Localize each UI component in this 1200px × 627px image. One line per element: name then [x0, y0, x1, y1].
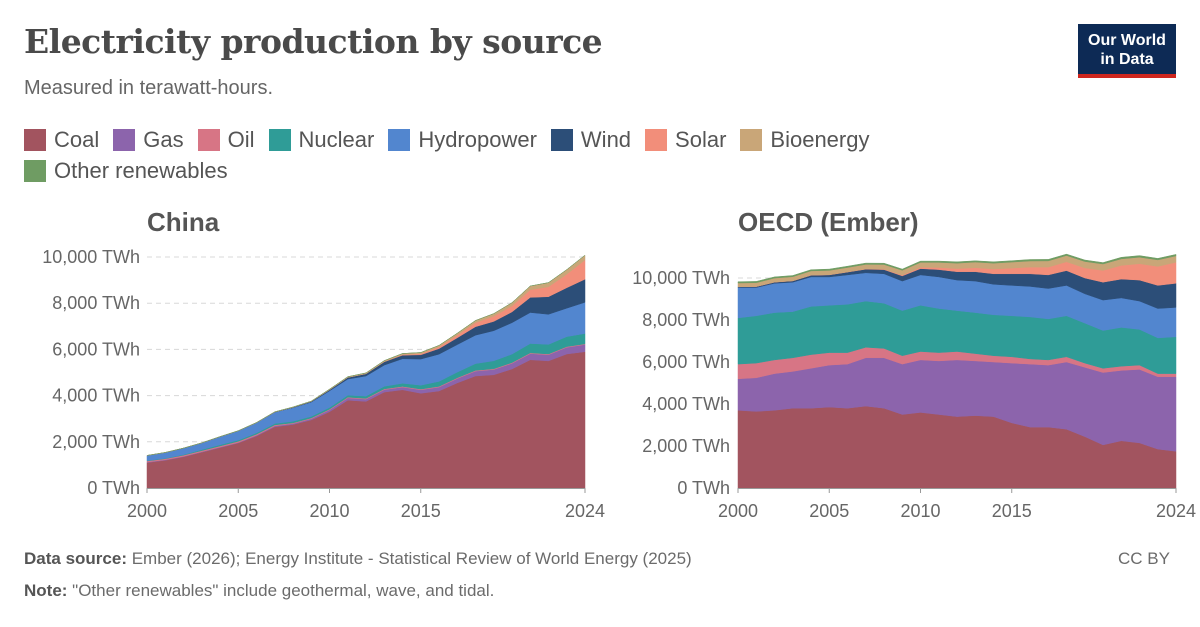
x-tick-label: 2024 — [1156, 501, 1196, 521]
legend-label: Hydropower — [418, 127, 537, 152]
owid-logo[interactable]: Our World in Data — [1078, 24, 1176, 78]
legend-swatch — [113, 129, 136, 151]
legend-item-nuclear[interactable]: Nuclear — [268, 124, 375, 155]
panel-title-china: China — [147, 207, 220, 237]
legend-label: Oil — [227, 127, 255, 152]
legend-swatch — [24, 129, 46, 151]
y-tick-label: 6,000 TWh — [52, 339, 140, 359]
legend-label: Bioenergy — [770, 127, 870, 152]
x-tick-label: 2005 — [809, 501, 849, 521]
x-tick-label: 2000 — [127, 501, 167, 521]
legend-swatch — [24, 160, 46, 182]
y-tick-label: 4,000 TWh — [642, 394, 730, 414]
legend-swatch — [388, 129, 411, 151]
license[interactable]: CC BY — [1118, 549, 1170, 568]
legend-label: Other renewables — [54, 158, 228, 183]
legend-swatch — [197, 129, 220, 151]
chart-note: Note: "Other renewables" include geother… — [24, 581, 494, 601]
legend-item-coal[interactable]: Coal — [24, 124, 99, 155]
note-text: "Other renewables" include geothermal, w… — [67, 581, 495, 600]
data-source-label: Data source: — [24, 549, 127, 568]
legend-label: Coal — [54, 127, 100, 152]
y-tick-label: 8,000 TWh — [52, 293, 140, 313]
x-tick-label: 2010 — [900, 501, 940, 521]
y-tick-label: 8,000 TWh — [642, 310, 730, 330]
y-tick-label: 0 TWh — [677, 478, 730, 498]
x-tick-label: 2010 — [309, 501, 349, 521]
y-tick-label: 6,000 TWh — [642, 352, 730, 372]
logo-line-1: Our World — [1088, 32, 1166, 49]
legend-item-other-renewables[interactable]: Other renewables — [24, 155, 228, 186]
legend: Coal Gas Oil Nuclear Hydropower Wind Solar Bioe… — [24, 124, 1024, 186]
legend-swatch — [550, 129, 573, 151]
legend-swatch — [268, 129, 291, 151]
legend-label: Solar — [675, 127, 727, 152]
chart-title: Electricity production by source — [24, 22, 603, 61]
x-tick-label: 2005 — [218, 501, 258, 521]
chart-subtitle: Measured in terawatt-hours. — [24, 77, 274, 99]
legend-label: Wind — [580, 127, 632, 152]
legend-item-wind[interactable]: Wind — [550, 124, 632, 155]
legend-item-bioenergy[interactable]: Bioenergy — [740, 124, 869, 155]
area-china-coal[interactable] — [146, 351, 586, 489]
y-tick-label: 10,000 TWh — [632, 268, 730, 288]
legend-swatch — [740, 129, 763, 151]
legend-swatch — [645, 129, 668, 151]
x-tick-label: 2024 — [565, 501, 605, 521]
x-tick-label: 2015 — [401, 501, 441, 521]
legend-item-gas[interactable]: Gas — [113, 124, 184, 155]
legend-label: Nuclear — [298, 127, 375, 152]
x-tick-label: 2000 — [718, 501, 758, 521]
chart-panel-china: China 0 TWh 2,000 TWh 4,000 TWh 6,000 TWh 8,0… — [42, 207, 605, 521]
y-tick-label: 0 TWh — [87, 478, 140, 498]
note-label: Note: — [24, 581, 68, 600]
y-tick-label: 2,000 TWh — [642, 436, 730, 456]
legend-item-oil[interactable]: Oil — [197, 124, 255, 155]
data-source: Data source: Ember (2026); Energy Instit… — [24, 549, 692, 569]
legend-item-hydropower[interactable]: Hydropower — [388, 124, 537, 155]
data-source-text[interactable]: Ember (2026); Energy Institute - Statist… — [126, 549, 692, 568]
y-tick-label: 2,000 TWh — [52, 432, 140, 452]
panel-title-oecd: OECD (Ember) — [738, 207, 919, 237]
legend-label: Gas — [143, 127, 184, 152]
x-tick-label: 2015 — [992, 501, 1032, 521]
area-oecd-other-renewables[interactable] — [737, 253, 1177, 284]
area-china-other-renewables[interactable] — [146, 255, 586, 456]
y-tick-label: 4,000 TWh — [52, 386, 140, 406]
legend-item-solar[interactable]: Solar — [645, 124, 726, 155]
y-tick-label: 10,000 TWh — [42, 247, 140, 267]
chart-panel-oecd: OECD (Ember) 0 TWh 2,000 TWh 4,000 TWh 6,000… — [632, 207, 1196, 521]
logo-line-2: in Data — [1100, 51, 1154, 68]
